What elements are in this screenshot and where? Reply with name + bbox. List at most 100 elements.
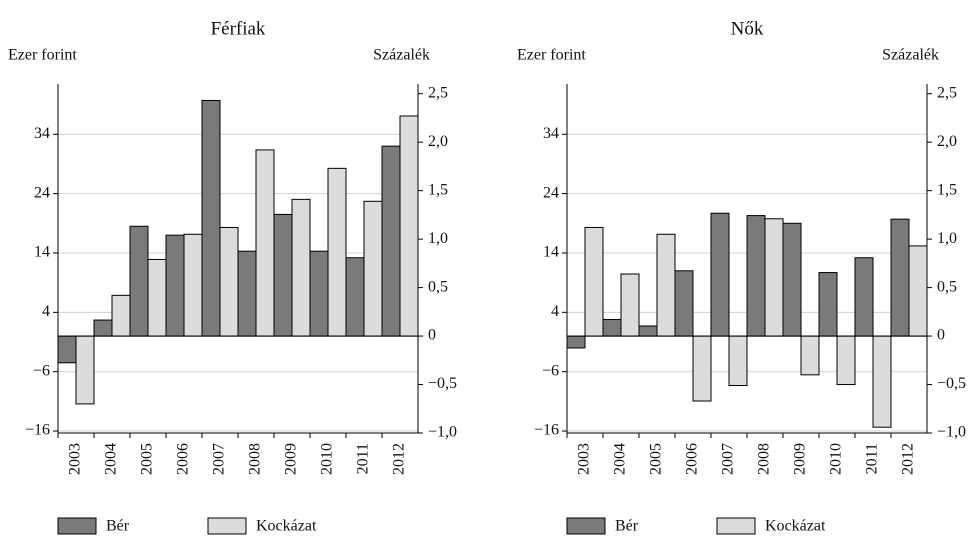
y2-tick-label: 0,5 (937, 278, 957, 295)
x-tick-label: 2006 (684, 443, 701, 475)
legend-label: Bér (106, 518, 130, 535)
x-tick-label: 2012 (391, 443, 408, 475)
x-tick-label: 2005 (139, 443, 156, 475)
bar (692, 335, 712, 402)
x-tick-label: 2009 (792, 443, 809, 475)
y2-tick-label: 0 (428, 327, 436, 344)
bar (273, 213, 293, 337)
y-tick-label: −16 (25, 422, 50, 439)
bar (854, 257, 874, 337)
y2-tick-label: 1,0 (937, 230, 957, 247)
bar (746, 215, 766, 337)
x-tick-label: 2010 (319, 443, 336, 475)
bar (363, 200, 383, 337)
bar (836, 335, 856, 386)
bar (237, 250, 257, 337)
y2-tick-label: 2,5 (937, 84, 957, 101)
legend-label: Kockázat (256, 518, 317, 535)
bar (147, 258, 167, 337)
bar (183, 233, 203, 337)
x-tick-label: 2003 (576, 443, 593, 475)
bar (129, 225, 149, 337)
y2-tick-label: 0,5 (428, 278, 448, 295)
y-tick-label: 34 (543, 125, 559, 142)
y-tick-label: 4 (42, 303, 50, 320)
bar (345, 257, 365, 337)
y2-tick-label: 1,5 (428, 181, 448, 198)
bar (566, 335, 586, 349)
y-tick-label: 4 (551, 303, 559, 320)
y2-tick-label: −1,0 (937, 424, 966, 441)
bar (255, 149, 275, 337)
bar (75, 335, 95, 405)
legend-swatch (207, 517, 247, 535)
bar (584, 226, 604, 337)
bar (908, 245, 928, 337)
bar (728, 335, 748, 386)
x-tick-label: 2011 (355, 443, 372, 474)
bar (872, 335, 892, 428)
bar (291, 198, 311, 337)
legend-swatch (716, 517, 756, 535)
x-tick-label: 2009 (283, 443, 300, 475)
x-tick-label: 2004 (103, 443, 120, 475)
y-axis-label: Ezer forint (517, 47, 586, 64)
y-tick-label: −6 (33, 362, 50, 379)
y2-tick-label: 2,0 (428, 133, 448, 150)
legend-label: Kockázat (765, 518, 826, 535)
bar (800, 335, 820, 376)
y-axis-label: Ezer forint (8, 47, 77, 64)
bar (219, 226, 239, 337)
bar (620, 273, 640, 337)
bar (782, 222, 802, 337)
bar (201, 99, 221, 337)
bar (890, 218, 910, 337)
y-tick-label: 24 (34, 184, 50, 201)
legend-swatch (566, 517, 606, 535)
y2-tick-label: −0,5 (428, 375, 457, 392)
bar (165, 234, 185, 337)
x-tick-label: 2008 (756, 443, 773, 475)
bar (674, 270, 694, 337)
y2-tick-label: −0,5 (937, 375, 966, 392)
bar (602, 318, 622, 337)
y2-axis-label: Százalék (373, 47, 430, 64)
chart-title: Nők (731, 18, 764, 39)
bar (57, 335, 77, 364)
x-tick-label: 2007 (211, 443, 228, 475)
y-tick-label: 24 (543, 184, 559, 201)
bar (381, 145, 401, 337)
bar (656, 233, 676, 337)
legend-label: Bér (615, 518, 639, 535)
x-tick-label: 2010 (828, 443, 845, 475)
bar (818, 272, 838, 337)
y-tick-label: −6 (542, 362, 559, 379)
y2-tick-label: 1,5 (937, 181, 957, 198)
legend-swatch (57, 517, 97, 535)
bar (764, 218, 784, 337)
y2-tick-label: 1,0 (428, 230, 448, 247)
bar (327, 167, 347, 337)
x-tick-label: 2006 (175, 443, 192, 475)
y-tick-label: −16 (534, 422, 559, 439)
x-tick-label: 2011 (864, 443, 881, 474)
bar (638, 325, 658, 337)
bar (710, 212, 730, 337)
x-tick-label: 2007 (720, 443, 737, 475)
x-tick-label: 2008 (247, 443, 264, 475)
y-tick-label: 14 (34, 244, 50, 261)
y-tick-label: 14 (543, 244, 559, 261)
y-tick-label: 34 (34, 125, 50, 142)
y2-tick-label: 0 (937, 327, 945, 344)
y2-tick-label: −1,0 (428, 424, 457, 441)
y2-tick-label: 2,5 (428, 84, 448, 101)
y2-axis-label: Százalék (882, 47, 939, 64)
bar (93, 319, 113, 337)
chart-title: Férfiak (211, 18, 266, 39)
bar (111, 294, 131, 337)
x-tick-label: 2003 (67, 443, 84, 475)
x-tick-label: 2004 (612, 443, 629, 475)
bar (309, 250, 329, 337)
y2-tick-label: 2,0 (937, 133, 957, 150)
